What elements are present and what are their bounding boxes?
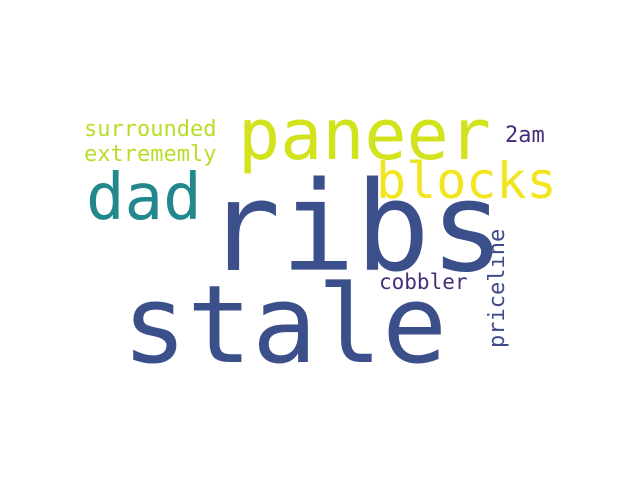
word-2am: 2am <box>505 123 545 148</box>
word-cobbler: cobbler <box>379 270 468 294</box>
word-extrememly: extrememly <box>84 142 217 167</box>
word-surrounded: surrounded <box>84 117 217 142</box>
word-stale: stale <box>122 263 448 388</box>
word-priceline: priceline <box>485 228 510 348</box>
word-blocks: blocks <box>376 152 557 210</box>
word-dad: dad <box>86 161 202 235</box>
word-paneer: paneer <box>238 94 491 176</box>
word-ribs: ribs <box>206 156 505 300</box>
